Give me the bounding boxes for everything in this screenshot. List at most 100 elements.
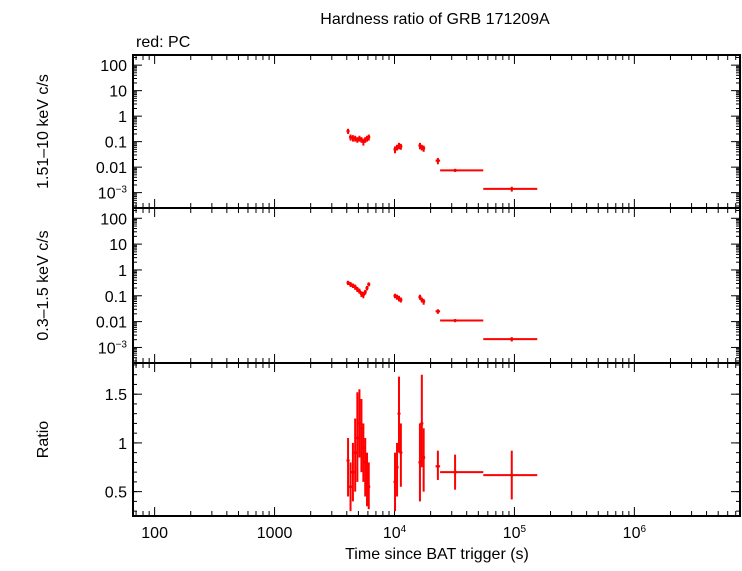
data-marker — [422, 455, 426, 460]
data-marker — [393, 480, 397, 484]
data-marker — [399, 451, 403, 455]
y-tick-label: 0.5 — [105, 485, 127, 502]
data-point — [440, 168, 484, 172]
y-tick-label: 1 — [118, 263, 127, 280]
x-tick-label: 1000 — [257, 525, 293, 542]
data-point — [420, 374, 424, 468]
data-point — [422, 299, 426, 305]
data-point — [357, 389, 362, 458]
data-point — [346, 280, 350, 286]
x-tick-label: 105 — [503, 524, 527, 542]
data-point — [435, 157, 441, 165]
data-point — [422, 145, 426, 152]
data-series — [346, 128, 538, 192]
data-point — [365, 285, 369, 291]
y-axis-label: 1.51–10 keV c/s — [35, 74, 52, 189]
y-tick-label: 100 — [100, 211, 127, 228]
data-series — [346, 374, 538, 512]
data-point — [361, 423, 365, 482]
panel-1: 100 10 1 0.1 0.01 10−3 1.51–10 keV c/s — [35, 54, 741, 209]
data-point — [353, 418, 357, 492]
data-point — [348, 282, 353, 287]
data-marker — [422, 146, 426, 150]
data-marker — [367, 485, 371, 489]
data-series — [346, 280, 538, 342]
data-marker — [348, 282, 353, 286]
data-marker — [395, 465, 399, 469]
data-marker — [357, 289, 362, 293]
data-marker — [357, 421, 362, 426]
y-tick-label: 1.5 — [105, 387, 127, 404]
data-point — [435, 450, 441, 480]
data-point — [351, 442, 355, 502]
data-point — [355, 286, 359, 293]
y-tick-label: 0.01 — [96, 315, 127, 332]
data-point — [361, 292, 365, 299]
data-marker — [361, 293, 365, 297]
data-marker — [399, 144, 403, 149]
panel-frame — [132, 207, 741, 364]
y-tick-label: 10 — [109, 84, 127, 101]
data-point — [418, 423, 422, 502]
data-point — [399, 297, 403, 303]
data-point — [440, 318, 484, 323]
data-marker — [353, 285, 357, 289]
y-tick-label: 0.1 — [105, 289, 127, 306]
data-point — [395, 442, 399, 497]
data-marker — [436, 464, 440, 468]
data-marker — [393, 147, 397, 151]
data-marker — [346, 129, 350, 133]
data-marker — [346, 281, 350, 285]
data-point — [348, 462, 353, 512]
data-point — [353, 284, 357, 290]
data-marker — [397, 412, 401, 416]
x-tick-label: 100 — [141, 525, 168, 542]
data-marker — [346, 458, 350, 463]
data-marker — [359, 138, 364, 142]
data-point — [367, 282, 371, 287]
y-tick-label: 0.1 — [105, 135, 127, 152]
x-tick-label: 106 — [623, 524, 647, 542]
data-point — [393, 293, 397, 299]
data-point — [367, 134, 371, 141]
data-marker — [510, 337, 514, 341]
data-marker — [361, 446, 365, 450]
chart-title: Hardness ratio of GRB 171209A — [320, 11, 550, 28]
data-marker — [351, 470, 355, 474]
y-tick-label: 100 — [100, 58, 127, 75]
y-axis-label: Ratio — [35, 421, 52, 458]
data-point — [397, 295, 401, 302]
data-point — [483, 337, 538, 342]
data-marker — [361, 140, 365, 144]
data-marker — [355, 287, 359, 291]
y-tick-label: 10−3 — [98, 185, 128, 203]
data-point — [399, 143, 403, 150]
data-point — [397, 376, 401, 453]
data-point — [367, 462, 371, 510]
data-point — [359, 137, 364, 143]
chart-subtitle: red: PC — [136, 34, 190, 51]
y-tick-label: 0.01 — [96, 160, 127, 177]
data-point — [355, 392, 359, 482]
data-point — [418, 294, 422, 300]
panels-group: 100 10 1 0.1 0.01 10−3 1.51–10 keV c/s 100 10 1 0.… — [35, 54, 741, 542]
y-tick-label: 1 — [118, 436, 127, 453]
data-marker — [418, 460, 422, 465]
data-marker — [422, 299, 426, 304]
data-marker — [399, 298, 403, 302]
y-axis-label: 0.3–1.5 keV c/s — [35, 230, 52, 340]
data-marker — [355, 436, 359, 440]
data-point — [440, 454, 484, 490]
data-marker — [453, 168, 457, 172]
x-tick-label: 104 — [383, 524, 407, 542]
data-marker — [365, 286, 369, 290]
data-marker — [453, 318, 457, 323]
data-point — [359, 399, 364, 473]
data-point — [357, 288, 362, 294]
data-point — [361, 138, 365, 146]
data-marker — [418, 295, 422, 299]
data-point — [422, 428, 426, 492]
data-marker — [363, 290, 367, 294]
data-marker — [436, 159, 440, 163]
